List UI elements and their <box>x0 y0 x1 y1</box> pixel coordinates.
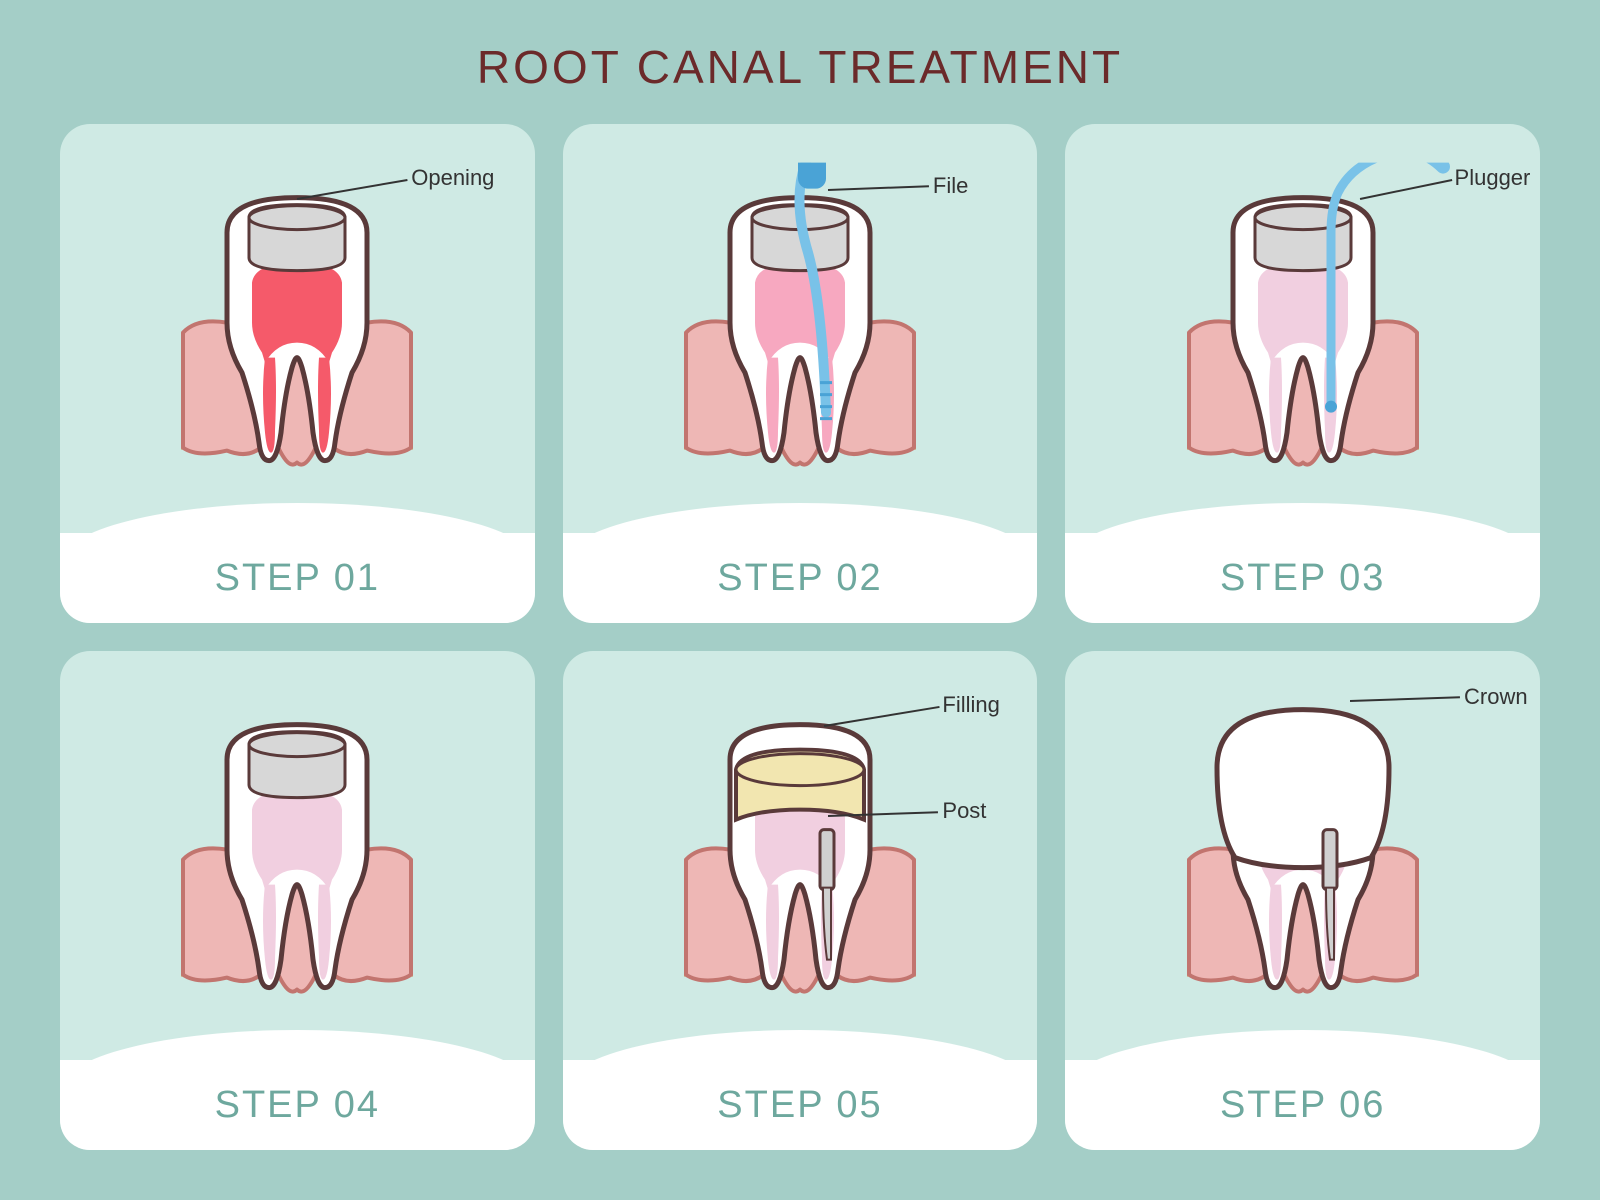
step-illustration: File <box>563 124 1038 533</box>
step-footer: STEP 06 <box>1065 1060 1540 1150</box>
callout-label: Post <box>942 798 986 824</box>
step-illustration: Crown <box>1065 651 1540 1060</box>
step-label: STEP 03 <box>1220 557 1385 600</box>
step-label: STEP 05 <box>717 1084 882 1127</box>
step-card: Plugger STEP 03 <box>1065 124 1540 623</box>
page-title: ROOT CANAL TREATMENT <box>477 40 1123 94</box>
step-grid: Opening STEP 01 File STEP 02 Plugger STEP 03 S… <box>60 124 1540 1150</box>
callout-label: Filling <box>942 692 999 718</box>
callout-label: File <box>933 173 968 199</box>
callout-label: Plugger <box>1455 165 1531 191</box>
step-illustration: Filling Post <box>563 651 1038 1060</box>
step-footer: STEP 01 <box>60 533 535 623</box>
step-footer: STEP 04 <box>60 1060 535 1150</box>
step-card: STEP 04 <box>60 651 535 1150</box>
step-illustration: Opening <box>60 124 535 533</box>
step-illustration <box>60 651 535 1060</box>
step-label: STEP 02 <box>717 557 882 600</box>
callout-label: Crown <box>1464 684 1528 710</box>
step-card: Opening STEP 01 <box>60 124 535 623</box>
step-card: Filling Post STEP 05 <box>563 651 1038 1150</box>
step-card: Crown STEP 06 <box>1065 651 1540 1150</box>
page: ROOT CANAL TREATMENT Opening STEP 01 File S… <box>0 0 1600 1200</box>
step-footer: STEP 03 <box>1065 533 1540 623</box>
step-card: File STEP 02 <box>563 124 1038 623</box>
step-label: STEP 06 <box>1220 1084 1385 1127</box>
callout-label: Opening <box>411 165 494 191</box>
step-label: STEP 01 <box>215 557 380 600</box>
step-illustration: Plugger <box>1065 124 1540 533</box>
step-footer: STEP 05 <box>563 1060 1038 1150</box>
step-footer: STEP 02 <box>563 533 1038 623</box>
step-label: STEP 04 <box>215 1084 380 1127</box>
